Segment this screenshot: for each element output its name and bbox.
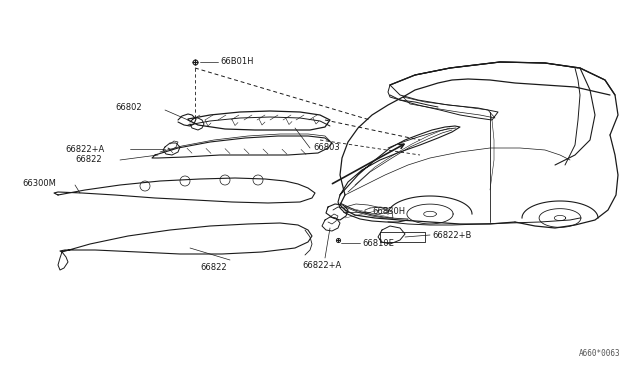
Text: 66802: 66802 [115, 103, 141, 112]
Text: 66822: 66822 [75, 155, 102, 164]
Text: A660*0063: A660*0063 [579, 349, 620, 358]
Text: 66810E: 66810E [362, 238, 394, 247]
Text: 66822+B: 66822+B [432, 231, 472, 240]
Text: 66300M: 66300M [22, 179, 56, 187]
Text: 66822: 66822 [200, 263, 227, 273]
Text: 66803: 66803 [313, 144, 340, 153]
Text: 66830H: 66830H [372, 208, 405, 217]
Text: 66B01H: 66B01H [220, 58, 253, 67]
Text: 66822+A: 66822+A [302, 260, 341, 269]
Text: 66822+A: 66822+A [65, 144, 104, 154]
